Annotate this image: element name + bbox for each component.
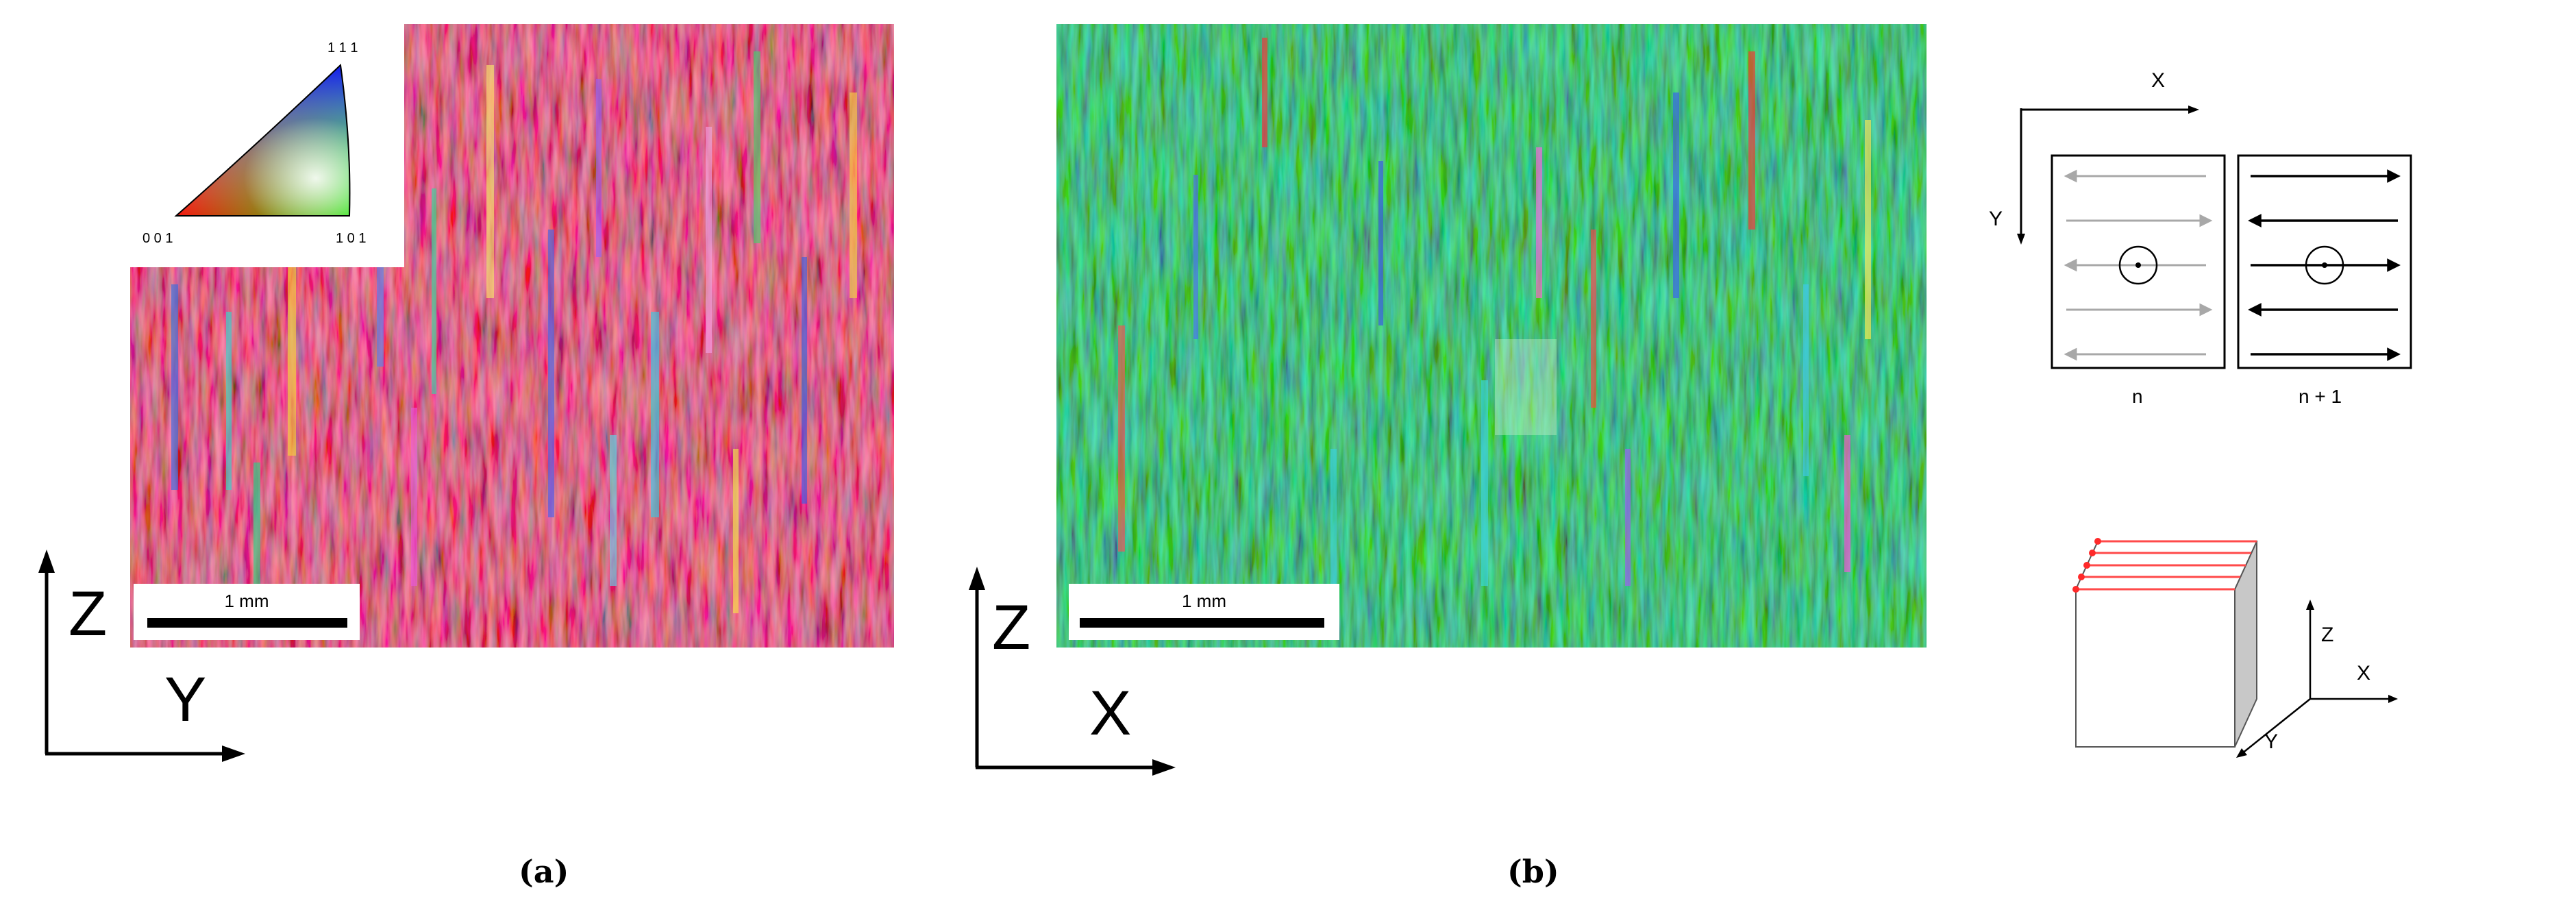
layer-label-n: n: [2132, 386, 2143, 407]
ipf-label-111: 1 1 1: [327, 40, 358, 56]
ipf-label-101: 1 0 1: [336, 231, 367, 246]
ebsd-map-a-streaks: [171, 31, 857, 613]
axis-label-z-a: Z: [69, 579, 108, 649]
ebsd-map-b: [1056, 24, 1927, 648]
caption-b: (b): [1507, 853, 1559, 890]
block-graphic: [2072, 538, 2398, 758]
layer-label-n1: n + 1: [2299, 386, 2342, 407]
scan-axis-y: Y: [1989, 208, 2003, 230]
ipf-label-001: 0 0 1: [143, 231, 173, 246]
scan-axis-x: X: [2151, 69, 2166, 92]
axis-label-y-a: Y: [164, 665, 207, 735]
scale-bar-label: 1 mm: [224, 591, 269, 611]
axis-label-z-b: Z: [992, 593, 1031, 663]
block-axis-x: X: [2357, 662, 2371, 685]
ebsd-map-b-texture: [1056, 24, 1927, 648]
scale-bar-a: 1 mm: [134, 584, 360, 640]
ebsd-map-b-streaks: [1118, 38, 1871, 600]
axis-label-x-b: X: [1089, 678, 1132, 748]
scale-bar-label: 1 mm: [1182, 591, 1226, 611]
scan-diagram-graphic: [2017, 106, 2412, 369]
scale-bar-line: [1080, 618, 1324, 628]
axes-b: [969, 567, 1176, 776]
axes-a: [38, 550, 245, 762]
block-axis-z: Z: [2321, 624, 2334, 646]
ipf-legend: [168, 55, 373, 226]
caption-a: (a): [519, 853, 569, 890]
scale-bar-b: 1 mm: [1069, 584, 1339, 640]
scale-bar-line: [147, 618, 347, 628]
block-axis-y: Y: [2264, 730, 2279, 753]
